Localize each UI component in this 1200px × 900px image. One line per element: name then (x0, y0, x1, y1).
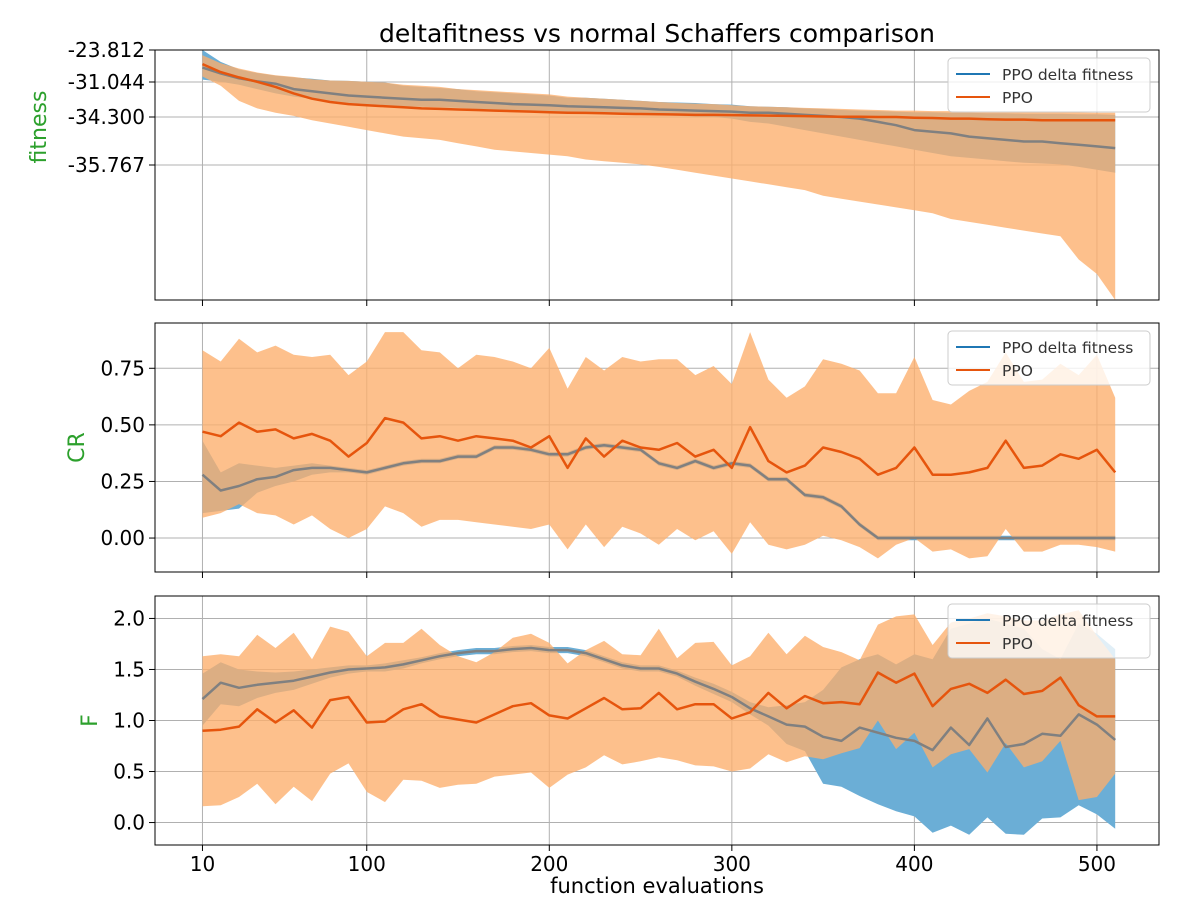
fitness-panel: -23.812 -31.044 -34.300 -35.767 fitness PPO d… (27, 38, 1160, 306)
ppo-delta-fitness-line (201, 646, 1117, 752)
ppo-line (202, 671, 1116, 732)
x-tick-label: 200 (530, 852, 568, 876)
ppo-delta-fitness-line (201, 443, 1116, 540)
y-tick-label: 0.0 (113, 811, 145, 835)
legend-label: PPO (1002, 362, 1033, 380)
legend-label: PPO delta fitness (1002, 339, 1133, 357)
ppo-band (202, 332, 1116, 559)
ppo-line (202, 416, 1117, 476)
y-tick-label: 0.75 (100, 356, 145, 380)
cr-panel: 0.00 0.25 0.50 0.75 CR PPO delta fitness PPO (65, 322, 1160, 578)
x-tick-label: 300 (713, 852, 751, 876)
x-tick-label: 500 (1078, 852, 1116, 876)
f-panel: 0.0 0.5 1.0 1.5 2.0 F PPO delta fitness PPO (78, 595, 1160, 851)
legend-label: PPO delta fitness (1002, 66, 1133, 84)
y-tick-label: 1.0 (113, 709, 145, 733)
legend-label: PPO delta fitness (1002, 612, 1133, 630)
legend-box (947, 603, 1151, 659)
legend-box (947, 330, 1151, 386)
y-axis-label: fitness (27, 91, 52, 164)
legend-box (947, 57, 1151, 113)
y-tick-label: 1.5 (113, 657, 145, 681)
legend-label: PPO (1002, 635, 1033, 653)
x-tick-label: 100 (348, 852, 386, 876)
y-tick-label: -31.044 (68, 70, 145, 94)
y-axis-label: CR (65, 432, 90, 463)
y-tick-label: 0.5 (113, 760, 145, 784)
y-axis-label: F (78, 714, 103, 727)
chart-title: deltafitness vs normal Schaffers compari… (379, 19, 935, 48)
legend: PPO delta fitness PPO (947, 330, 1151, 386)
y-tick-label: 0.25 (100, 469, 145, 493)
ppo-line (201, 62, 1116, 122)
legend: PPO delta fitness PPO (947, 603, 1151, 659)
y-tick-label: -35.767 (68, 153, 145, 177)
y-tick-label: 0.00 (100, 526, 145, 550)
legend-label: PPO (1002, 89, 1033, 107)
axes-frame (154, 49, 1160, 301)
y-tick-label: 0.50 (100, 413, 145, 437)
axes-frame (154, 322, 1160, 573)
y-tick-label: 2.0 (113, 606, 145, 630)
x-axis-ticks: 10 100 200 300 400 500 (190, 852, 1116, 876)
y-tick-label: -23.812 (68, 38, 145, 62)
x-tick-label: 10 (190, 852, 215, 876)
ppo-delta-fitness-line (202, 66, 1116, 150)
y-tick-label: -34.300 (68, 105, 145, 129)
legend: PPO delta fitness PPO (947, 57, 1151, 113)
x-axis-label: function evaluations (550, 874, 764, 898)
x-tick-label: 400 (895, 852, 933, 876)
